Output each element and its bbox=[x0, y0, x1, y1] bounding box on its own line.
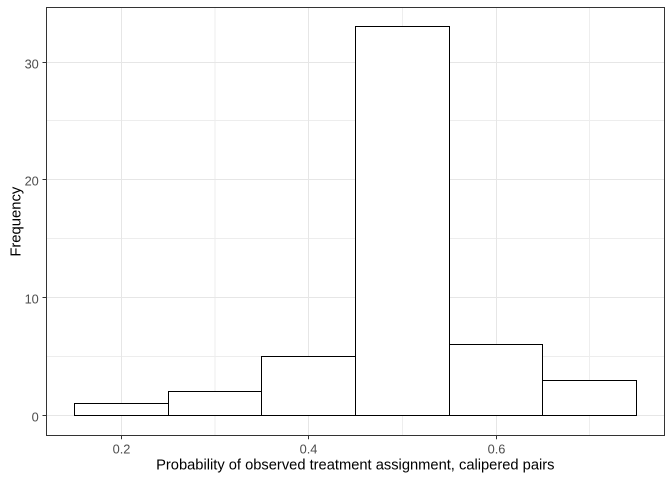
svg-text:0: 0 bbox=[32, 410, 39, 425]
svg-text:0.4: 0.4 bbox=[300, 442, 318, 457]
svg-text:Frequency: Frequency bbox=[9, 186, 25, 257]
svg-text:0.2: 0.2 bbox=[113, 442, 131, 457]
svg-text:Probability of observed treatm: Probability of observed treatment assign… bbox=[156, 458, 554, 474]
svg-text:0.6: 0.6 bbox=[488, 442, 506, 457]
svg-text:20: 20 bbox=[25, 174, 39, 189]
svg-text:10: 10 bbox=[25, 292, 39, 307]
svg-text:30: 30 bbox=[25, 57, 39, 72]
